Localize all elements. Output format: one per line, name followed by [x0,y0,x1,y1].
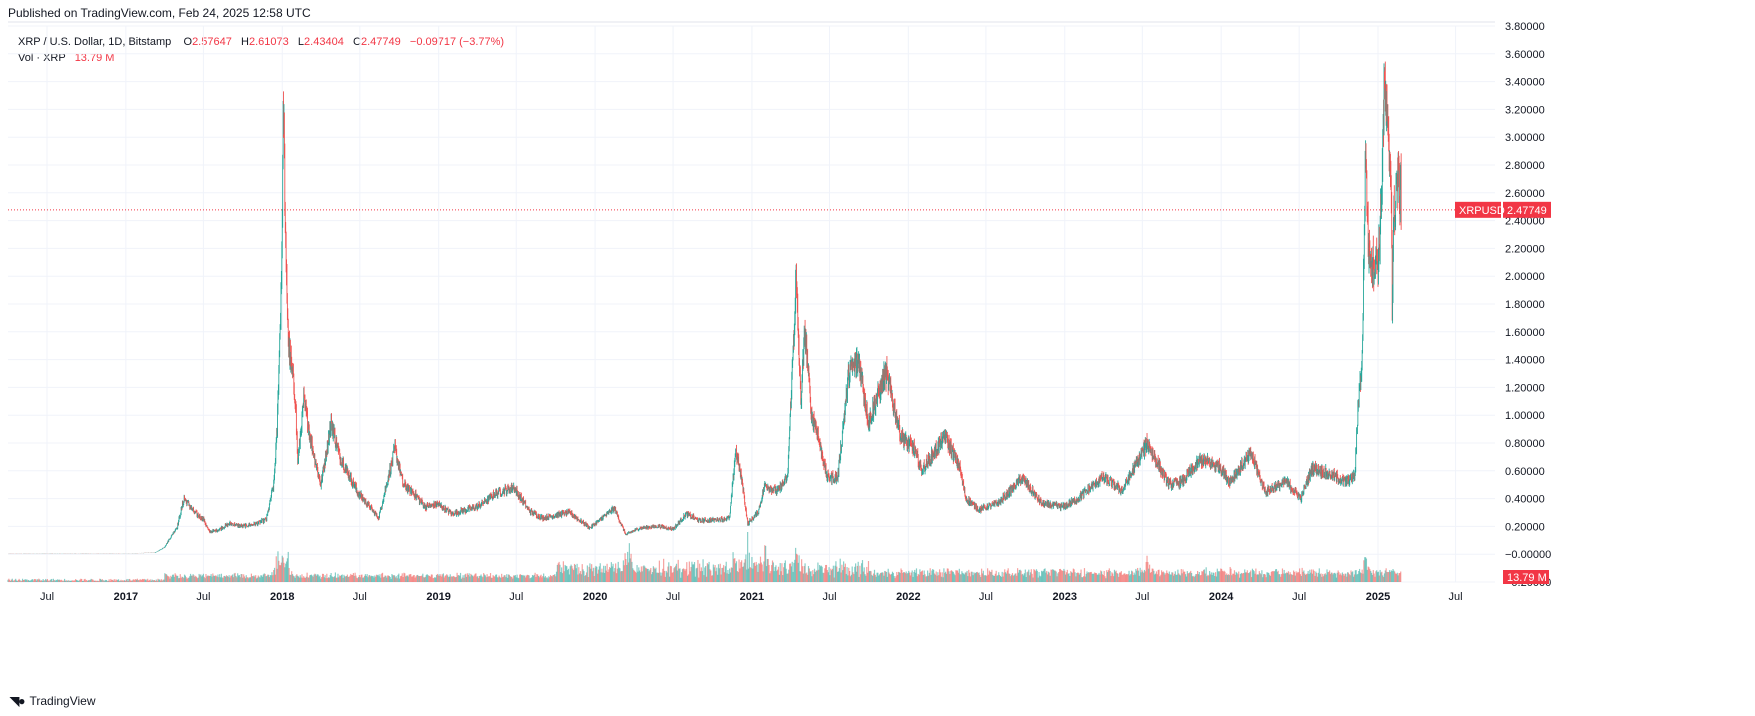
y-tick-label: 3.80000 [1505,21,1545,33]
y-tick-label: 1.20000 [1505,382,1545,394]
x-tick-label: 2017 [114,591,138,603]
y-tick-label: 3.40000 [1505,77,1545,89]
chart-legend: XRP / U.S. Dollar, 1D, Bitstamp O2.57647… [18,34,504,66]
x-tick-label: 2023 [1053,591,1077,603]
x-tick-label: Jul [1449,591,1463,603]
time-axis: Jul 2017 Jul 2018 Jul 2019 Jul 2020 Jul 2021 Jul 20… [40,591,1463,603]
close-label: C [353,36,361,48]
y-tick-label: 2.80000 [1505,160,1545,172]
volume-label[interactable]: Vol · XRP [18,52,66,64]
y-tick-label: 1.80000 [1505,299,1545,311]
low-label: L [297,36,305,48]
y-tick-label: 2.40000 [1505,216,1545,228]
x-tick-label: 2024 [1209,591,1234,603]
published-caption: Published on TradingView.com, Feb 24, 20… [8,6,311,20]
y-tick-label: 1.00000 [1505,410,1545,422]
x-tick-label: Jul [1135,591,1149,603]
y-tick-label: 2.00000 [1505,271,1545,283]
price-tag-symbol: XRPUSD [1459,205,1505,217]
y-tick-label: 0.20000 [1505,521,1545,533]
volume-value: 13.79 M [74,52,115,64]
volume-tag-value: 13.79 M [1507,572,1547,584]
change-value: −0.09717 (−3.77%) [409,36,505,48]
x-tick-label: Jul [509,591,523,603]
y-tick-label: 0.80000 [1505,438,1545,450]
volume-tag: 13.79 M [1503,570,1549,584]
tradingview-logo[interactable]: ◥● TradingView [10,694,96,708]
price-tag[interactable]: XRPUSD 2.47749 [1455,201,1551,218]
open-label: O [183,36,193,48]
x-tick-label: Jul [979,591,993,603]
y-tick-label: 2.60000 [1505,188,1545,200]
volume-row: Vol · XRP 13.79 M [18,50,504,66]
x-tick-label: 2021 [740,591,764,603]
high-value: 2.61073 [248,36,289,48]
tradingview-brand: TradingView [29,694,96,708]
x-tick-label: Jul [822,591,836,603]
y-tick-label: 0.60000 [1505,466,1545,478]
y-tick-label: −0.00000 [1505,549,1551,561]
price-candles [7,61,1402,554]
y-tick-label: 2.20000 [1505,243,1545,255]
high-label: H [241,36,249,48]
y-tick-label: 1.60000 [1505,327,1545,339]
x-tick-label: 2018 [270,591,294,603]
price-tag-value: 2.47749 [1507,205,1547,217]
ohlc-row: XRP / U.S. Dollar, 1D, Bitstamp O2.57647… [18,34,504,50]
y-tick-label: 3.20000 [1505,104,1545,116]
x-tick-label: 2020 [583,591,607,603]
y-tick-label: 3.60000 [1505,49,1545,61]
open-value: 2.57647 [192,36,232,48]
chart-grid [8,21,1495,583]
price-axis: 3.80000 3.60000 3.40000 3.20000 3.00000 2.800… [1505,21,1551,589]
y-tick-label: 3.00000 [1505,132,1545,144]
y-tick-label: 0.40000 [1505,494,1545,506]
x-tick-label: Jul [196,591,210,603]
x-tick-label: 2019 [426,591,450,603]
x-tick-label: Jul [1292,591,1306,603]
volume-bars [7,532,1402,582]
tradingview-logo-icon: ◥● [10,694,26,708]
low-value: 2.43404 [304,36,344,48]
x-tick-label: Jul [666,591,680,603]
x-tick-label: Jul [353,591,367,603]
x-tick-label: 2025 [1366,591,1390,603]
close-value: 2.47749 [360,36,401,48]
y-tick-label: 1.40000 [1505,355,1545,367]
x-tick-label: Jul [40,591,54,603]
x-tick-label: 2022 [896,591,920,603]
symbol-label[interactable]: XRP / U.S. Dollar, 1D, Bitstamp [18,36,172,48]
